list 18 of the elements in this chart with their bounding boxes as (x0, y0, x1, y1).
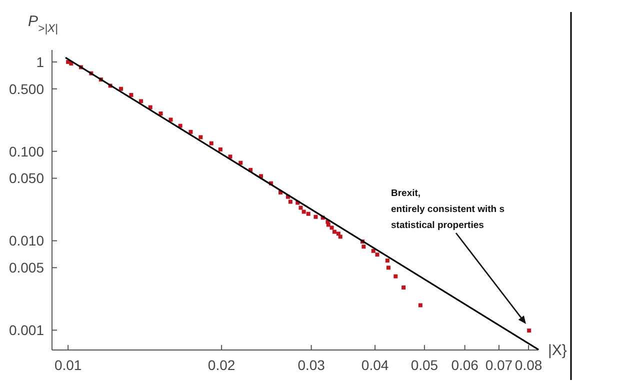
x-tick-label: 0.02 (208, 357, 236, 373)
y-tick-label: 0.001 (8, 322, 44, 338)
x-tick-label: 0.03 (298, 357, 326, 373)
y-tick-label: 0.050 (8, 170, 44, 186)
y-tick-label: 1 (36, 54, 44, 70)
x-tick-label: 0.05 (410, 357, 438, 373)
x-tick-label: 0.01 (54, 357, 82, 373)
annotation: Brexit, entirely consistent with s statistical properties (391, 188, 504, 231)
y-tick-label: 0.500 (8, 80, 44, 97)
x-tick-label: 0.07 (485, 357, 513, 373)
x-tick-label: 0.04 (361, 357, 389, 373)
y-axis-title: P$_{>|X|}$ (28, 13, 58, 35)
y-tick-label: 0.100 (8, 143, 44, 160)
x-axis-title: |X} (548, 342, 567, 359)
y-tick-label: 0.005 (8, 260, 44, 276)
x-tick-label: 0.08 (514, 357, 542, 373)
x-tick-label: 0.06 (451, 357, 479, 373)
y-tick-label: 0.010 (8, 232, 44, 249)
